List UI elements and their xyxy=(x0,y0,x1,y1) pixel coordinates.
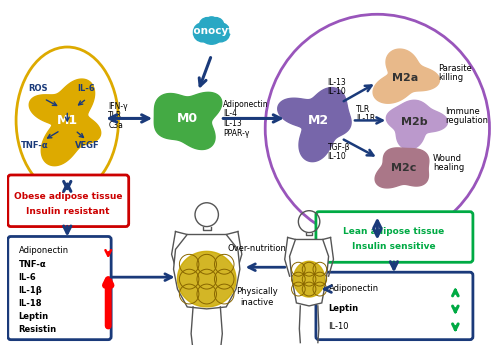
Text: Leptin: Leptin xyxy=(328,304,358,313)
Text: killing: killing xyxy=(438,73,463,82)
Circle shape xyxy=(198,18,224,44)
Text: IL-1β: IL-1β xyxy=(18,286,42,295)
Text: PPAR-γ: PPAR-γ xyxy=(224,129,250,138)
FancyBboxPatch shape xyxy=(8,175,128,227)
Text: TNF-α: TNF-α xyxy=(20,141,48,150)
Text: inactive: inactive xyxy=(240,298,274,307)
Text: Physically: Physically xyxy=(236,287,279,296)
Text: M2: M2 xyxy=(308,114,330,127)
Text: IL-10: IL-10 xyxy=(328,86,346,95)
Polygon shape xyxy=(154,92,222,149)
Text: Wound: Wound xyxy=(433,154,462,163)
Text: M1: M1 xyxy=(56,114,78,127)
Polygon shape xyxy=(373,49,440,103)
Circle shape xyxy=(194,23,212,42)
Text: Lean adipose tissue: Lean adipose tissue xyxy=(344,227,444,236)
Text: IL-1R: IL-1R xyxy=(356,115,375,124)
Text: TNF-α: TNF-α xyxy=(18,260,46,269)
Text: M2b: M2b xyxy=(401,117,427,127)
Text: TLR: TLR xyxy=(108,111,122,120)
Circle shape xyxy=(199,18,216,34)
Circle shape xyxy=(208,18,224,34)
Text: IL-10: IL-10 xyxy=(328,152,346,161)
Text: Immune: Immune xyxy=(446,108,480,117)
Text: IL-18: IL-18 xyxy=(18,299,42,308)
Text: IL-6: IL-6 xyxy=(77,84,95,93)
Text: M2a: M2a xyxy=(392,73,418,83)
Polygon shape xyxy=(294,261,324,297)
Polygon shape xyxy=(290,239,329,306)
Text: VEGF: VEGF xyxy=(75,141,100,150)
Text: C3a: C3a xyxy=(108,121,123,130)
Text: Adiponectin: Adiponectin xyxy=(224,100,269,109)
Text: Insulin sensitive: Insulin sensitive xyxy=(352,242,436,251)
Text: healing: healing xyxy=(433,163,464,172)
FancyBboxPatch shape xyxy=(316,212,473,262)
Polygon shape xyxy=(174,235,240,309)
Text: TGF-β: TGF-β xyxy=(328,143,350,152)
Polygon shape xyxy=(375,148,429,188)
Text: TLR: TLR xyxy=(356,106,370,115)
Text: Leptin: Leptin xyxy=(18,312,48,321)
Circle shape xyxy=(204,17,219,32)
Text: IL-13: IL-13 xyxy=(224,119,242,128)
Text: IL-13: IL-13 xyxy=(328,78,346,87)
FancyBboxPatch shape xyxy=(316,272,473,340)
Text: IFN-γ: IFN-γ xyxy=(108,101,128,110)
Text: Adiponectin: Adiponectin xyxy=(18,246,68,255)
Text: Insulin resistant: Insulin resistant xyxy=(26,207,110,216)
Text: Resistin: Resistin xyxy=(18,325,57,334)
Circle shape xyxy=(211,23,230,42)
Text: IL-6: IL-6 xyxy=(18,273,36,282)
Text: Adiponectin: Adiponectin xyxy=(328,284,378,293)
Polygon shape xyxy=(178,251,236,307)
Polygon shape xyxy=(29,79,101,166)
Text: regulation: regulation xyxy=(446,116,488,125)
Polygon shape xyxy=(278,88,351,162)
Text: IL-10: IL-10 xyxy=(328,322,349,331)
Text: Obese adipose tissue: Obese adipose tissue xyxy=(14,192,122,201)
Text: M0: M0 xyxy=(176,112,198,125)
FancyBboxPatch shape xyxy=(8,236,111,340)
Text: Over-nutrition: Over-nutrition xyxy=(228,244,287,253)
Text: Monocyte: Monocyte xyxy=(183,26,240,36)
Text: Parasite: Parasite xyxy=(438,64,472,73)
Polygon shape xyxy=(386,100,448,149)
Text: ROS: ROS xyxy=(28,84,48,93)
Text: IL-4: IL-4 xyxy=(224,109,237,118)
Text: M2c: M2c xyxy=(391,163,416,173)
